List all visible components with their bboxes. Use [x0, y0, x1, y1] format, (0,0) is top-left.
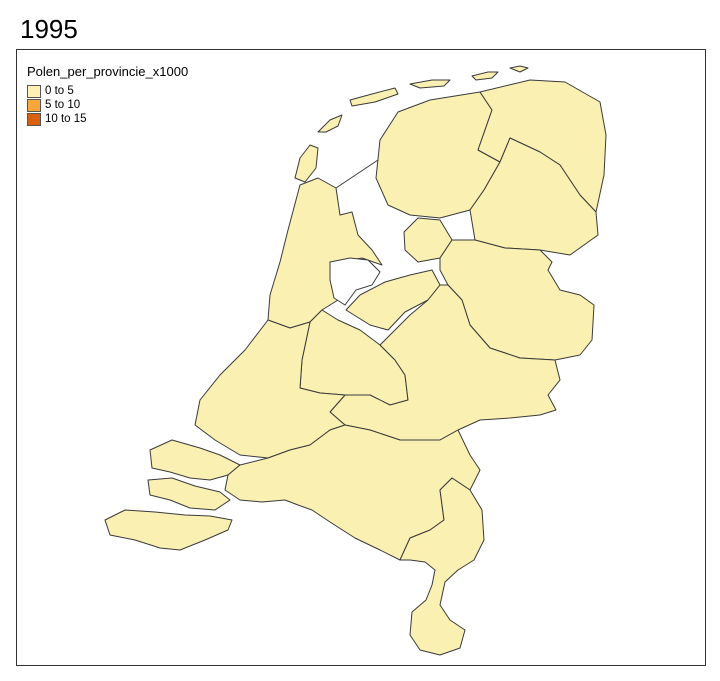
legend-swatch: [27, 84, 41, 98]
province-zeeland-south: [104, 509, 233, 551]
province-drenthe: [469, 137, 599, 256]
province-gelderland: [329, 284, 561, 441]
map-frame: [16, 49, 706, 666]
island-rottumeroog: [509, 65, 529, 73]
legend-item: 10 to 15: [27, 112, 188, 126]
lake-markermeer: [329, 257, 381, 306]
legend-label: 5 to 10: [45, 99, 81, 111]
legend-swatch: [27, 98, 41, 112]
legend: Polen_per_provincie_x1000 0 to 5 5 to 10…: [27, 64, 188, 126]
legend-swatch: [27, 112, 41, 126]
legend-item: 0 to 5: [27, 84, 188, 98]
legend-item: 5 to 10: [27, 98, 188, 112]
legend-title: Polen_per_provincie_x1000: [27, 64, 189, 79]
island-ameland: [409, 79, 451, 89]
province-zeeland-middle: [147, 477, 231, 511]
legend-label: 10 to 15: [45, 113, 87, 125]
legend-label: 0 to 5: [45, 85, 74, 97]
province-limburg: [399, 477, 485, 656]
island-terschelling: [349, 87, 399, 107]
island-vlieland: [317, 114, 343, 133]
island-texel: [294, 144, 319, 183]
map-title: 1995: [20, 14, 78, 44]
island-schiermonnikoog: [471, 71, 499, 81]
